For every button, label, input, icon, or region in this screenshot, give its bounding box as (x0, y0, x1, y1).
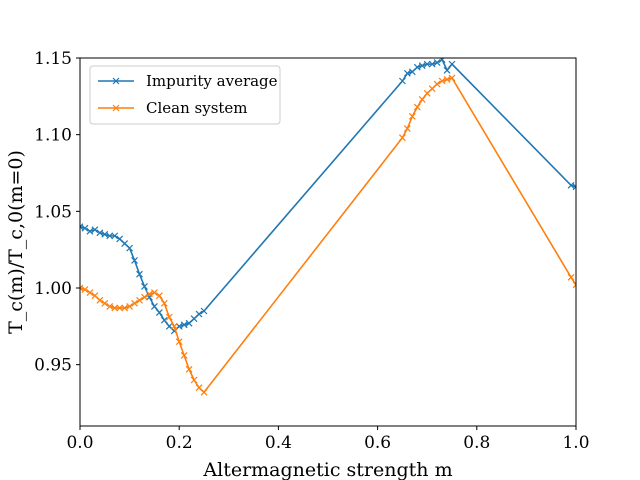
data-point (572, 183, 576, 191)
data-point (86, 227, 94, 235)
data-point (81, 286, 89, 293)
data-point (567, 181, 575, 189)
x-tick-label: 0.0 (66, 433, 93, 453)
legend-label: Clean system (146, 99, 248, 117)
data-point (96, 229, 104, 237)
data-point (116, 304, 124, 312)
data-point (578, 176, 584, 182)
data-point (433, 59, 441, 67)
data-point (403, 125, 411, 132)
data-point (195, 310, 203, 318)
data-point (418, 62, 426, 70)
data-point (165, 313, 173, 321)
data-point (180, 352, 188, 359)
legend-marker (112, 77, 120, 85)
axes-frame (79, 57, 577, 427)
data-point (398, 77, 406, 85)
data-point (438, 58, 446, 63)
y-tick-label: 1.00 (34, 279, 72, 299)
data-point (428, 60, 436, 68)
data-point (170, 322, 178, 330)
data-point (438, 77, 446, 85)
legend-box (89, 65, 281, 125)
x-tick-label: 0.2 (166, 433, 193, 453)
data-point (136, 296, 143, 304)
y-tick-label: 1.05 (34, 202, 72, 222)
data-point (175, 338, 183, 346)
data-point (86, 289, 94, 297)
data-point (126, 302, 134, 310)
data-point (572, 281, 576, 289)
data-point (185, 365, 193, 373)
data-point (101, 230, 109, 238)
series-1 (80, 74, 584, 396)
data-point (155, 292, 163, 300)
x-tick-label: 0.6 (364, 433, 391, 453)
data-point (150, 289, 158, 297)
legend-entry: Clean system (98, 99, 248, 117)
data-point (80, 284, 84, 292)
data-point (403, 69, 411, 77)
data-point (160, 299, 168, 307)
data-point (398, 134, 406, 142)
data-point (200, 307, 208, 315)
data-point (433, 80, 441, 88)
data-point (121, 304, 129, 312)
data-point (91, 226, 99, 234)
data-point (180, 321, 188, 329)
plot-marks (80, 58, 584, 396)
data-point (413, 103, 421, 111)
x-axis-label: Altermagnetic strength m (202, 459, 452, 480)
data-point (131, 256, 138, 264)
data-point (155, 309, 163, 316)
y-tick-label: 1.10 (34, 126, 72, 146)
legend-entry: Impurity average (98, 72, 278, 90)
data-point (136, 270, 143, 278)
data-point (200, 388, 208, 396)
data-point (81, 224, 89, 232)
legend-marker (112, 104, 120, 112)
data-point (413, 63, 421, 71)
data-point (141, 293, 148, 301)
axis-ticks: 0.0 0.2 0.4 0.6 0.8 1.0 0.95 1.00 1.05 1.10 1.15 (34, 49, 589, 453)
data-point (418, 95, 426, 103)
data-point (146, 290, 153, 298)
data-point (160, 316, 168, 324)
data-point (443, 76, 451, 83)
legend: Impurity average Clean system (89, 65, 281, 125)
data-point (106, 302, 114, 310)
y-tick-label: 1.15 (34, 49, 72, 69)
data-point (190, 376, 198, 384)
data-point (111, 304, 119, 312)
data-point (448, 74, 456, 82)
data-point (141, 283, 148, 290)
data-point (80, 223, 84, 231)
data-point (567, 273, 575, 281)
data-point (96, 296, 104, 304)
data-point (101, 299, 109, 307)
data-point (443, 66, 451, 74)
x-tick-label: 0.8 (463, 433, 490, 453)
data-point (150, 302, 158, 310)
x-tick-label: 1.0 (562, 433, 589, 453)
data-point (111, 232, 119, 240)
data-point (408, 112, 416, 120)
data-point (175, 322, 183, 330)
data-point (448, 60, 456, 68)
data-point (131, 299, 138, 307)
data-point (106, 232, 114, 240)
y-axis-label: T_c(m)/T_c,0(m=0) (5, 150, 27, 334)
data-point (578, 287, 584, 293)
legend-label: Impurity average (146, 72, 278, 90)
y-tick-label: 0.95 (34, 356, 72, 376)
data-point (423, 60, 431, 68)
series-line (80, 76, 576, 394)
x-tick-label: 0.4 (265, 433, 292, 453)
data-point (126, 244, 134, 252)
